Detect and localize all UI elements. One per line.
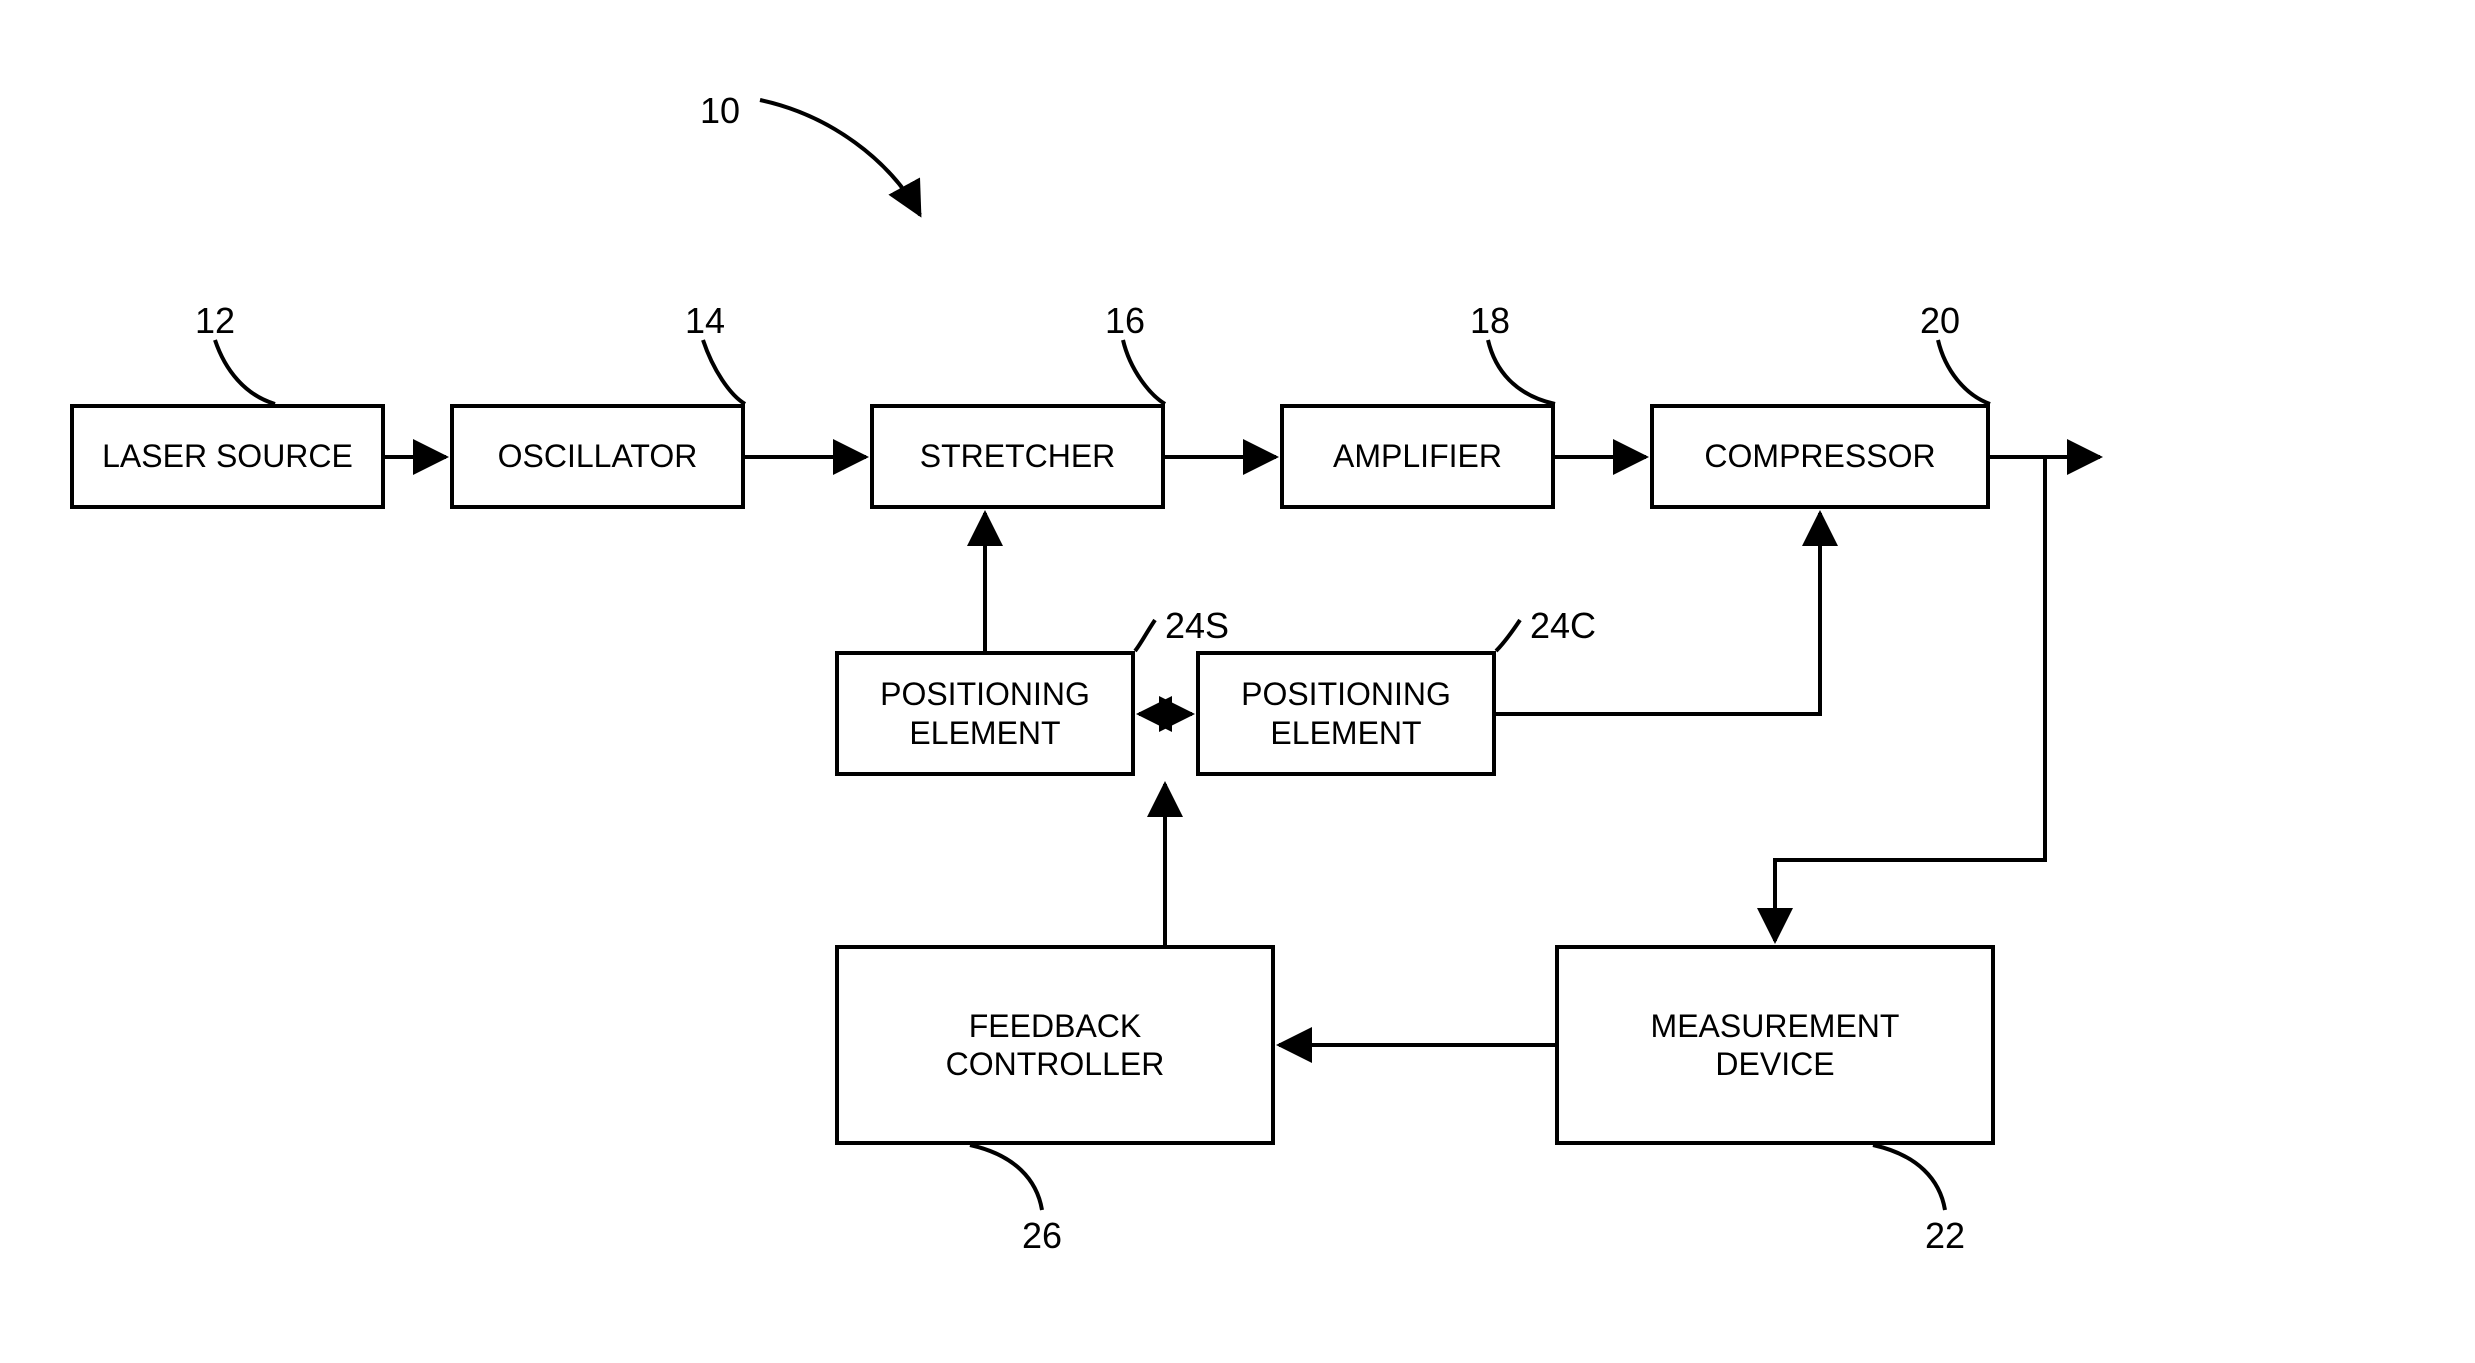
ref-label-26: 26	[1022, 1215, 1062, 1257]
ref-label-18: 18	[1470, 300, 1510, 342]
leader-14	[703, 340, 745, 404]
leader-10	[760, 100, 920, 215]
ref-label-12: 12	[195, 300, 235, 342]
leader-18	[1488, 340, 1555, 404]
leader-22	[1873, 1145, 1945, 1210]
ref-label-14: 14	[685, 300, 725, 342]
box-measurement-device: MEASUREMENT DEVICE	[1555, 945, 1995, 1145]
leader-24c	[1496, 620, 1520, 651]
leader-24s	[1135, 620, 1155, 651]
box-laser-source: LASER SOURCE	[70, 404, 385, 509]
box-label: LASER SOURCE	[102, 437, 353, 475]
box-label: MEASUREMENT DEVICE	[1651, 1007, 1900, 1084]
leader-16	[1123, 340, 1165, 404]
box-amplifier: AMPLIFIER	[1280, 404, 1555, 509]
ref-label-22: 22	[1925, 1215, 1965, 1257]
ref-label-10: 10	[700, 90, 740, 132]
box-label: POSITIONING ELEMENT	[880, 675, 1090, 752]
box-label: POSITIONING ELEMENT	[1241, 675, 1451, 752]
box-stretcher: STRETCHER	[870, 404, 1165, 509]
leader-20	[1938, 340, 1990, 404]
ref-label-24c: 24C	[1530, 605, 1596, 647]
box-positioning-element-s: POSITIONING ELEMENT	[835, 651, 1135, 776]
box-oscillator: OSCILLATOR	[450, 404, 745, 509]
box-label: OSCILLATOR	[498, 437, 698, 475]
leader-12	[215, 340, 275, 404]
box-compressor: COMPRESSOR	[1650, 404, 1990, 509]
box-feedback-controller: FEEDBACK CONTROLLER	[835, 945, 1275, 1145]
box-label: FEEDBACK CONTROLLER	[946, 1007, 1165, 1084]
box-label: STRETCHER	[920, 437, 1116, 475]
diagram-canvas: LASER SOURCE OSCILLATOR STRETCHER AMPLIF…	[0, 0, 2475, 1363]
ref-label-16: 16	[1105, 300, 1145, 342]
box-positioning-element-c: POSITIONING ELEMENT	[1196, 651, 1496, 776]
ref-label-20: 20	[1920, 300, 1960, 342]
box-label: COMPRESSOR	[1704, 437, 1935, 475]
leader-26	[970, 1145, 1042, 1210]
box-label: AMPLIFIER	[1333, 437, 1502, 475]
ref-label-24s: 24S	[1165, 605, 1229, 647]
line-compressor-to-measurement	[1775, 457, 2045, 941]
